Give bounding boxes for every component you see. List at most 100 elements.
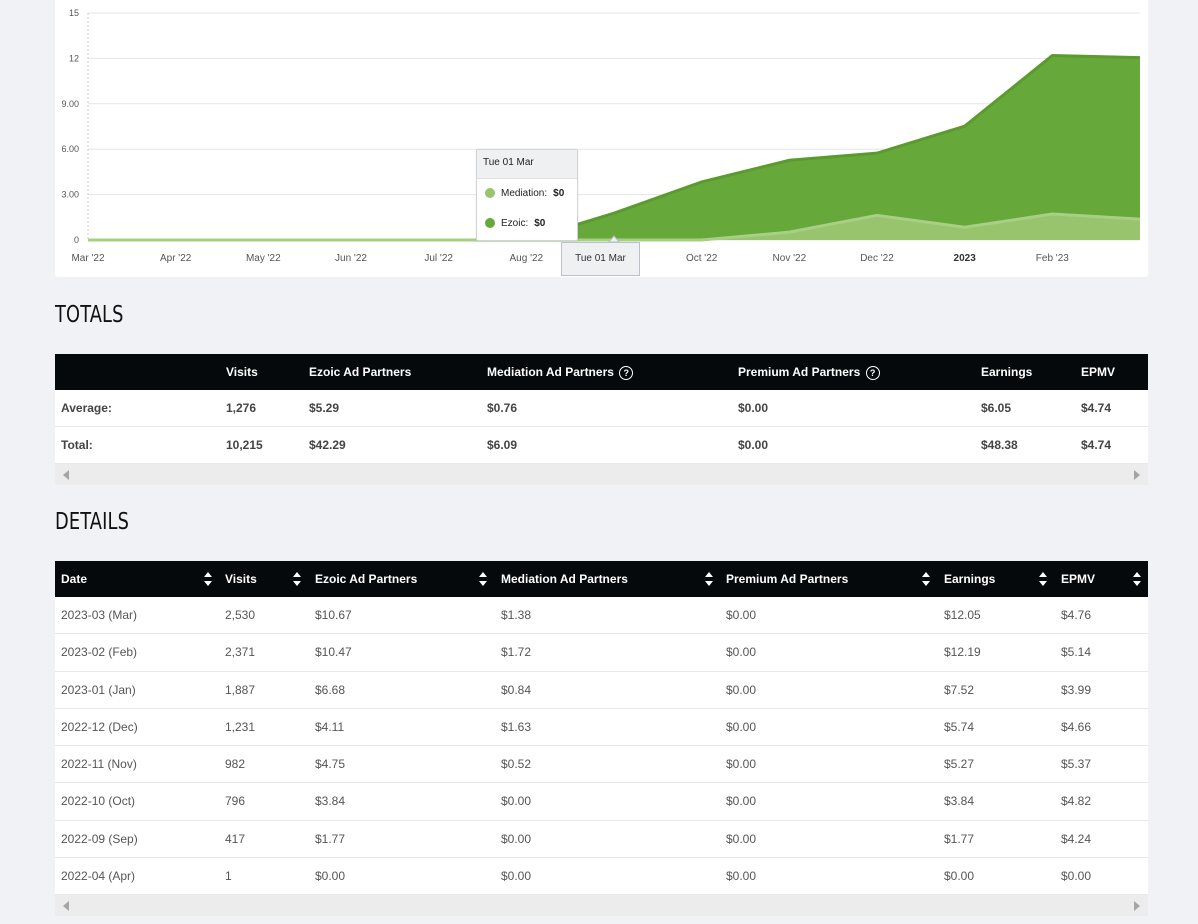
- details-cell: $0.00: [726, 794, 757, 809]
- details-cell: $0.00: [501, 869, 532, 884]
- x-tick-label: Mar '22: [71, 253, 104, 264]
- details-cell: 2,530: [225, 608, 256, 622]
- mediation-help-icon[interactable]: ?: [619, 365, 634, 380]
- details-header-visits[interactable]: Visits: [225, 572, 257, 586]
- totals-header-visits: Visits: [226, 365, 258, 379]
- details-row: 2023-01 (Jan) 1,887 $6.68 $0.84 $0.00 $7.52 $3…: [55, 672, 1148, 709]
- details-cell: $4.82: [1061, 794, 1092, 809]
- totals-header-premium: Premium Ad Partners ?: [738, 354, 880, 390]
- x-tick-label: Nov '22: [773, 253, 807, 264]
- mediation-area: [88, 213, 1140, 240]
- details-horizontal-scrollbar[interactable]: [55, 895, 1148, 917]
- details-table: Date Visits Ezoic Ad Partners Mediation …: [55, 561, 1148, 917]
- details-cell: $3.99: [1061, 682, 1092, 697]
- x-tick-label: Jun '22: [335, 253, 367, 264]
- details-header-mediation[interactable]: Mediation Ad Partners: [501, 572, 628, 586]
- x-tick-label: Aug '22: [510, 253, 544, 264]
- tooltip-ezoic-value: $0: [534, 218, 546, 229]
- details-cell: 982: [225, 757, 246, 772]
- details-cell: 2022-11 (Nov): [61, 757, 137, 772]
- details-cell: $0.00: [726, 757, 757, 772]
- totals-header-premium-label: Premium Ad Partners: [738, 365, 861, 379]
- chart-tooltip: Tue 01 Mar Mediation: $0 Ezoic: $0: [476, 149, 578, 241]
- sort-premium-icon[interactable]: [922, 572, 930, 586]
- scroll-right-icon[interactable]: [1134, 470, 1140, 480]
- x-tick-label: Oct '22: [686, 253, 718, 264]
- details-row: 2023-03 (Mar) 2,530 $10.67 $1.38 $0.00 $12.05…: [55, 597, 1148, 635]
- tooltip-row-ezoic: Ezoic: $0: [485, 217, 545, 231]
- details-cell: $0.00: [726, 608, 757, 622]
- details-cell: $6.68: [315, 682, 346, 697]
- details-cell: $4.66: [1061, 719, 1092, 734]
- sort-earnings-icon[interactable]: [1039, 572, 1047, 586]
- details-cell: 2022-09 (Sep): [61, 831, 138, 846]
- sort-mediation-icon[interactable]: [705, 572, 713, 586]
- earnings-area-chart[interactable]: 0 3.00 6.00 9.00 12 15 Mar '22 Apr '22 May '22 Ju…: [55, 0, 1148, 277]
- details-cell: $4.76: [1061, 608, 1092, 622]
- x-tick-label: May '22: [246, 253, 281, 264]
- details-cell: $0.00: [944, 869, 975, 884]
- ezoic-dot-icon: [485, 218, 495, 229]
- totals-cell: $48.38: [981, 438, 1018, 452]
- totals-cell: $6.09: [487, 438, 518, 452]
- totals-title: TOTALS: [55, 302, 124, 328]
- totals-header-epmv: EPMV: [1081, 365, 1116, 379]
- totals-horizontal-scrollbar[interactable]: [55, 464, 1148, 485]
- details-cell: $5.14: [1061, 645, 1092, 660]
- details-cell: 1,231: [225, 719, 256, 734]
- sort-visits-icon[interactable]: [293, 572, 301, 586]
- details-row: 2022-11 (Nov) 982 $4.75 $0.52 $0.00 $5.27 $5.3…: [55, 746, 1148, 784]
- details-cell: $5.37: [1061, 757, 1092, 772]
- totals-header-ezoic: Ezoic Ad Partners: [309, 365, 412, 379]
- sort-epmv-icon[interactable]: [1133, 572, 1141, 586]
- details-cell: $1.77: [315, 831, 346, 846]
- details-header-row: Date Visits Ezoic Ad Partners Mediation …: [55, 561, 1148, 597]
- details-cell: 1,887: [225, 682, 256, 697]
- scroll-right-icon[interactable]: [1134, 901, 1140, 912]
- totals-cell: 1,276: [226, 401, 257, 415]
- totals-header-row: Visits Ezoic Ad Partners Mediation Ad Pa…: [55, 354, 1148, 390]
- crosshair-x-label: Tue 01 Mar: [561, 242, 640, 276]
- details-cell: $4.75: [315, 757, 346, 772]
- details-cell: $4.24: [1061, 831, 1092, 846]
- details-cell: $10.47: [315, 645, 352, 660]
- details-header-date[interactable]: Date: [61, 572, 88, 586]
- details-cell: 2022-04 (Apr): [61, 869, 136, 884]
- x-tick-label: 2023: [954, 253, 977, 264]
- details-cell: $0.84: [501, 682, 532, 697]
- details-cell: $0.00: [315, 869, 346, 884]
- totals-cell: Average:: [61, 401, 112, 415]
- sort-date-icon[interactable]: [204, 572, 212, 586]
- details-cell: $4.11: [315, 719, 345, 734]
- scroll-left-icon[interactable]: [63, 901, 69, 912]
- tooltip-mediation-value: $0: [553, 188, 565, 199]
- tooltip-ezoic-label: Ezoic:: [501, 218, 529, 229]
- totals-cell: $4.74: [1081, 401, 1112, 415]
- details-cell: 2023-03 (Mar): [61, 608, 138, 622]
- premium-help-icon[interactable]: ?: [865, 365, 880, 380]
- scroll-left-icon[interactable]: [63, 470, 69, 480]
- details-cell: $10.67: [315, 608, 352, 622]
- details-cell: $0.00: [1061, 869, 1092, 884]
- totals-cell: $42.29: [309, 438, 346, 452]
- details-header-ezoic[interactable]: Ezoic Ad Partners: [315, 572, 418, 586]
- details-cell: $1.72: [501, 645, 532, 660]
- details-cell: 2023-01 (Jan): [61, 682, 136, 697]
- tooltip-title: Tue 01 Mar: [477, 150, 577, 179]
- totals-cell: $0.00: [738, 401, 769, 415]
- details-header-earnings[interactable]: Earnings: [944, 572, 996, 586]
- details-header-premium[interactable]: Premium Ad Partners: [726, 572, 849, 586]
- x-tick-label: Jul '22: [424, 253, 453, 264]
- sort-ezoic-icon[interactable]: [479, 572, 487, 586]
- mediation-dot-icon: [485, 188, 495, 199]
- details-cell: 796: [225, 794, 246, 809]
- y-tick-label: 15: [69, 8, 79, 18]
- totals-cell: 10,215: [226, 438, 263, 452]
- details-cell: $0.00: [726, 682, 757, 697]
- details-cell: 1: [225, 869, 232, 884]
- totals-cell: Total:: [61, 438, 93, 452]
- details-row: 2022-04 (Apr) 1 $0.00 $0.00 $0.00 $0.00 $0.00: [55, 858, 1148, 896]
- y-tick-label: 3.00: [61, 190, 79, 200]
- details-cell: $7.52: [944, 682, 975, 697]
- details-header-epmv[interactable]: EPMV: [1061, 572, 1096, 586]
